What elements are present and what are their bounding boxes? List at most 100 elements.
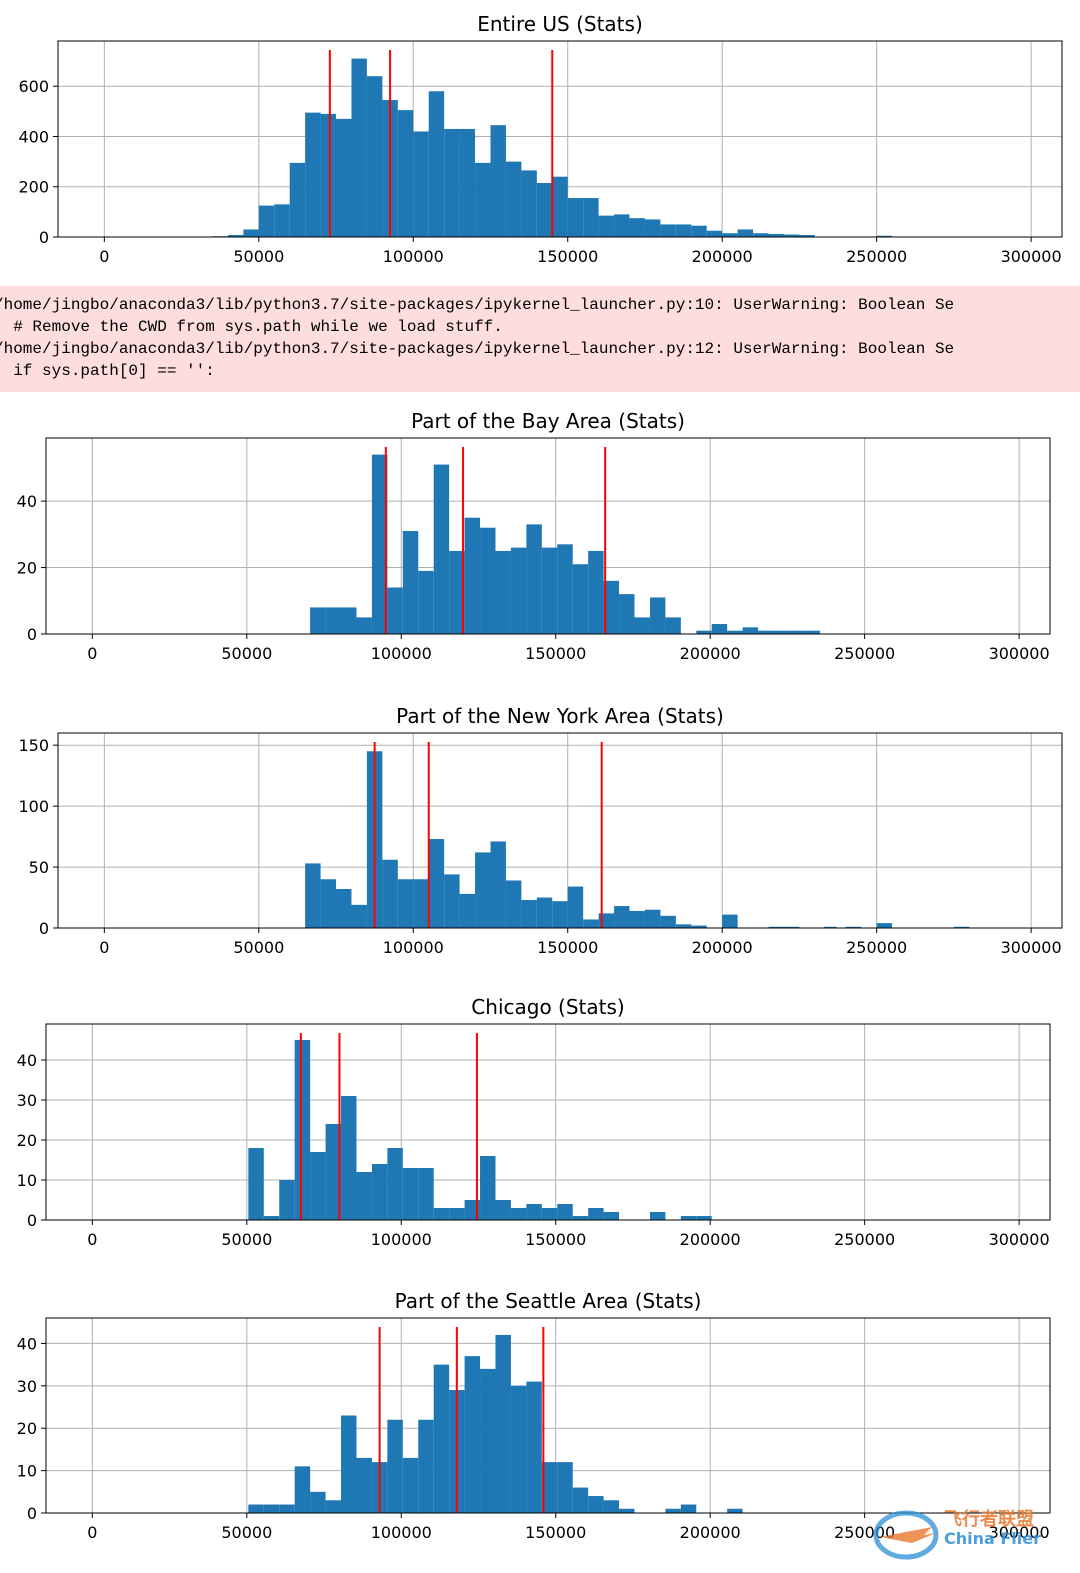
chart-title: Part of the Seattle Area (Stats) bbox=[395, 1289, 702, 1313]
x-tick-label: 300000 bbox=[989, 644, 1050, 663]
histogram-bar bbox=[675, 924, 692, 928]
histogram-bar bbox=[387, 1419, 403, 1513]
y-tick-label: 150 bbox=[18, 736, 49, 755]
histogram-bar bbox=[696, 1216, 712, 1220]
plot-frame bbox=[45, 1317, 1051, 1514]
histogram-bar bbox=[505, 880, 522, 928]
histogram-bar bbox=[510, 547, 527, 634]
warning-line-3: /home/jingbo/anaconda3/lib/python3.7/sit… bbox=[0, 340, 955, 358]
histogram-bar bbox=[680, 1216, 697, 1220]
histogram-bar bbox=[634, 617, 650, 634]
histogram-bar bbox=[356, 1172, 372, 1220]
histogram-bar bbox=[433, 464, 450, 634]
chart-title: Entire US (Stats) bbox=[477, 12, 643, 36]
histogram-bar bbox=[279, 1180, 295, 1220]
x-tick-label: 50000 bbox=[233, 247, 284, 266]
histogram-bar bbox=[294, 1466, 311, 1513]
histogram-bar bbox=[572, 564, 589, 634]
histogram-bar bbox=[289, 162, 306, 237]
histogram-bar bbox=[768, 233, 784, 237]
histogram-bar bbox=[804, 630, 820, 634]
histogram-bar bbox=[644, 909, 661, 928]
x-tick-label: 50000 bbox=[233, 938, 284, 957]
histogram-bar bbox=[722, 233, 738, 237]
histogram-bar bbox=[526, 1381, 542, 1513]
histogram-bar bbox=[356, 617, 372, 634]
histogram-bar bbox=[428, 839, 445, 928]
histogram-bar bbox=[336, 118, 352, 237]
x-tick-label: 100000 bbox=[371, 644, 432, 663]
histogram-bar bbox=[588, 1496, 604, 1513]
x-tick-label: 250000 bbox=[834, 1230, 895, 1249]
x-tick-label: 200000 bbox=[680, 1230, 741, 1249]
y-tick-label: 0 bbox=[27, 1211, 37, 1230]
x-tick-label: 250000 bbox=[846, 938, 907, 957]
histogram-bar bbox=[788, 630, 805, 634]
y-tick-label: 50 bbox=[29, 858, 49, 877]
x-tick-label: 200000 bbox=[680, 1523, 741, 1542]
x-tick-label: 300000 bbox=[989, 1230, 1050, 1249]
histogram-bar bbox=[248, 1148, 264, 1220]
histogram-bar bbox=[510, 1208, 527, 1220]
histogram-bar bbox=[366, 76, 383, 237]
histogram-bar bbox=[495, 1334, 511, 1513]
histogram-bar bbox=[737, 229, 754, 237]
chart-title: Part of the New York Area (Stats) bbox=[396, 704, 724, 728]
y-tick-label: 30 bbox=[17, 1091, 37, 1110]
histogram-bar bbox=[320, 879, 337, 928]
warning-line-1: /home/jingbo/anaconda3/lib/python3.7/sit… bbox=[0, 296, 955, 314]
histogram-bar bbox=[680, 1504, 697, 1513]
histogram-bar bbox=[649, 597, 666, 634]
histogram-bar bbox=[475, 852, 491, 928]
histogram-bar bbox=[433, 1208, 450, 1220]
histogram-bar bbox=[248, 1504, 264, 1513]
x-tick-label: 250000 bbox=[834, 644, 895, 663]
x-tick-label: 0 bbox=[87, 1523, 97, 1542]
x-tick-label: 200000 bbox=[692, 938, 753, 957]
y-tick-label: 20 bbox=[17, 559, 37, 578]
histogram-bar bbox=[619, 1508, 635, 1513]
histogram-bar bbox=[320, 113, 337, 237]
histogram-bar bbox=[521, 899, 537, 928]
y-tick-label: 0 bbox=[39, 919, 49, 938]
histogram-bar bbox=[402, 531, 419, 634]
histogram-bar bbox=[464, 517, 481, 634]
histogram-bar bbox=[263, 1504, 280, 1513]
histogram-bar bbox=[583, 198, 599, 237]
y-tick-label: 10 bbox=[17, 1171, 37, 1190]
x-tick-label: 50000 bbox=[221, 1523, 272, 1542]
histogram-bar bbox=[567, 198, 584, 237]
histogram-bar bbox=[371, 454, 388, 634]
histogram-bar bbox=[263, 1216, 280, 1220]
plot-frame bbox=[45, 437, 1051, 635]
histogram-bar bbox=[382, 859, 398, 928]
histogram-bar bbox=[644, 219, 661, 237]
histogram-bar bbox=[619, 594, 635, 634]
histogram-bar bbox=[449, 550, 465, 634]
x-tick-label: 200000 bbox=[680, 644, 741, 663]
histogram-bar bbox=[603, 580, 620, 634]
warning-line-4: if sys.path[0] == '': bbox=[0, 362, 215, 380]
histogram-bar bbox=[310, 607, 326, 634]
x-tick-label: 150000 bbox=[537, 247, 598, 266]
x-tick-label: 150000 bbox=[525, 644, 586, 663]
histogram-bar bbox=[675, 224, 692, 237]
histogram-bar bbox=[258, 205, 275, 237]
x-tick-label: 150000 bbox=[537, 938, 598, 957]
chart-bay-area: Part of the Bay Area (Stats) 0 50000 100000… bbox=[17, 409, 1051, 663]
histogram-bar bbox=[603, 1500, 620, 1513]
histogram-bar bbox=[541, 547, 558, 634]
histogram-bar bbox=[480, 1368, 496, 1513]
histogram-bar bbox=[552, 176, 568, 237]
y-tick-label: 30 bbox=[17, 1377, 37, 1396]
histogram-bar bbox=[727, 630, 743, 634]
histogram-bar bbox=[649, 1212, 666, 1220]
plot-frame bbox=[57, 732, 1063, 929]
chart-title: Part of the Bay Area (Stats) bbox=[411, 409, 685, 433]
histogram-bar bbox=[706, 230, 723, 237]
histogram-bar bbox=[660, 224, 676, 237]
histogram-bar bbox=[557, 1204, 573, 1220]
histogram-bar bbox=[691, 225, 707, 237]
histogram-bar bbox=[598, 215, 615, 237]
x-tick-label: 0 bbox=[87, 644, 97, 663]
